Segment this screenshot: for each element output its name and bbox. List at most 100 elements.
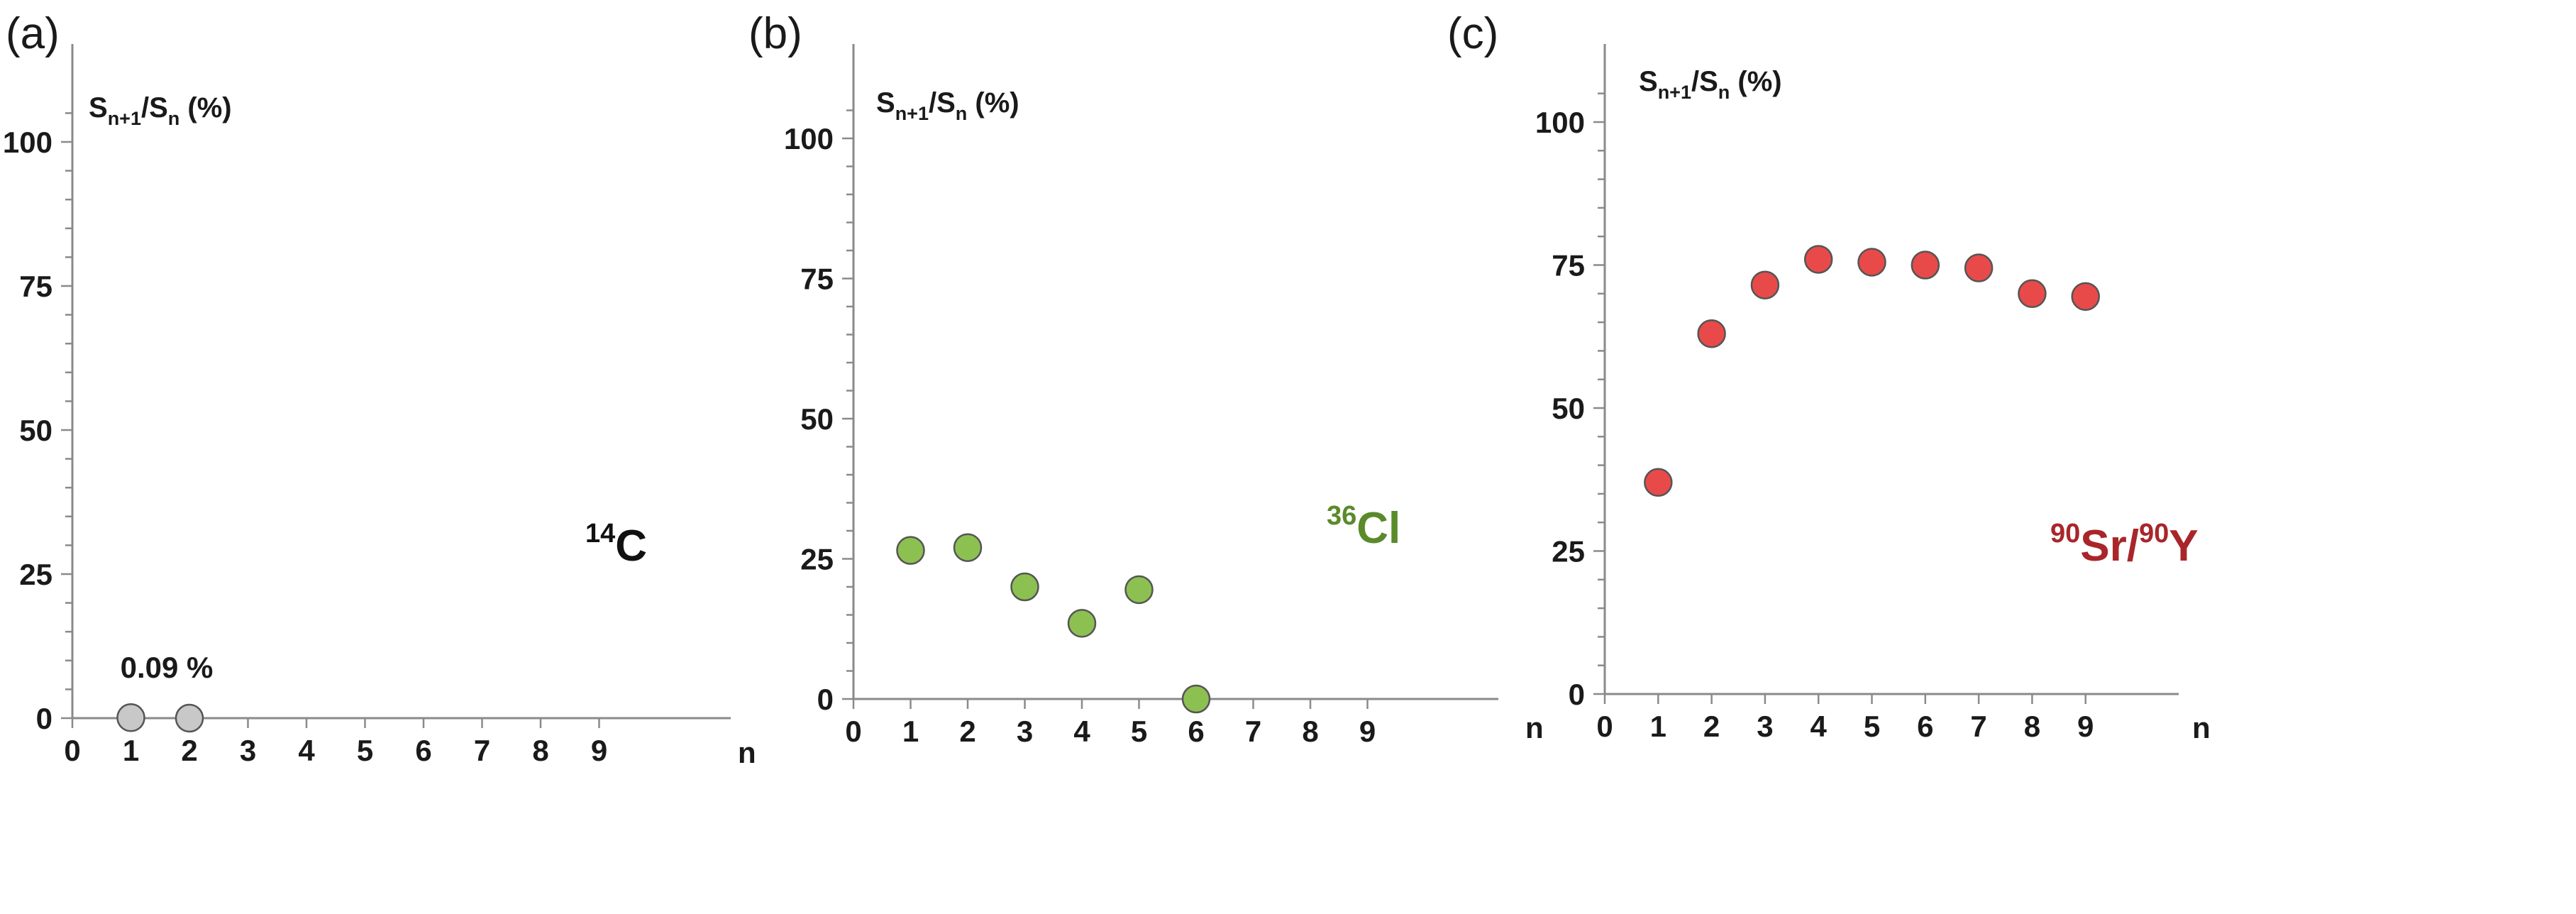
- isotope-label: 90Sr/90Y: [2050, 519, 2199, 571]
- data-point: [1857, 248, 1886, 277]
- data-point: [1181, 684, 1211, 714]
- x-tick-label: 2: [1703, 710, 1720, 743]
- x-tick-label: 4: [298, 734, 315, 767]
- x-tick-label: 7: [1245, 715, 1261, 748]
- x-tick-label: 0: [1596, 710, 1613, 743]
- x-tick-label: 7: [474, 734, 490, 767]
- y-label-tail: (%): [1730, 66, 1781, 97]
- x-tick-label: 5: [357, 734, 373, 767]
- y-tick-label: 50: [800, 402, 834, 436]
- y-label-tail: (%): [179, 92, 231, 123]
- annotation-label: 0.09 %: [121, 651, 214, 684]
- data-point: [896, 536, 925, 565]
- data-point: [1697, 319, 1726, 348]
- y-label-sub1: n+1: [108, 108, 141, 129]
- x-tick-label: 1: [123, 734, 139, 767]
- isotope-symbol: Sr/: [2080, 522, 2139, 571]
- y-label-sub2: n: [168, 108, 180, 129]
- y-tick-label: 0: [36, 702, 52, 735]
- y-label-mid: /S: [1691, 66, 1718, 97]
- x-tick-label: 0: [845, 715, 861, 748]
- y-tick-label: 50: [19, 414, 52, 447]
- y-tick-label: 75: [19, 270, 52, 303]
- x-tick-label: 3: [240, 734, 256, 767]
- data-point: [1750, 270, 1780, 299]
- y-axis-label: Sn+1/Sn (%): [1639, 66, 1782, 103]
- y-label-sub1: n+1: [1658, 82, 1691, 103]
- y-tick-label: 50: [1552, 392, 1585, 425]
- y-tick-label: 0: [817, 683, 834, 716]
- x-tick-label: 6: [1188, 715, 1204, 748]
- y-label-sub2: n: [1718, 82, 1730, 103]
- data-point: [1911, 250, 1940, 280]
- y-axis-label: Sn+1/Sn (%): [89, 92, 232, 129]
- x-axis-label: n: [1525, 711, 1544, 744]
- x-tick-label: 3: [1017, 715, 1033, 748]
- y-label-mid: /S: [929, 87, 956, 119]
- data-point: [1964, 253, 1994, 282]
- x-tick-label: 1: [902, 715, 919, 748]
- x-tick-label: 6: [1917, 710, 1933, 743]
- isotope-symbol: C: [615, 522, 647, 571]
- x-tick-label: 9: [1359, 715, 1376, 748]
- x-tick-label: 9: [2077, 710, 2094, 743]
- y-label-base: S: [1639, 66, 1658, 97]
- x-tick-label: 1: [1650, 710, 1666, 743]
- panel-letter: (b): [748, 9, 802, 58]
- x-tick-label: 5: [1131, 715, 1147, 748]
- y-label-sub2: n: [956, 103, 968, 124]
- panel-letter: (c): [1447, 9, 1498, 58]
- x-tick-label: 7: [1970, 710, 1986, 743]
- panel-letter: (a): [6, 9, 60, 58]
- y-tick-label: 75: [800, 263, 834, 296]
- isotope-superscript: 90: [2050, 519, 2080, 549]
- x-tick-label: 4: [1073, 715, 1090, 748]
- x-tick-label: 2: [181, 734, 197, 767]
- data-point: [953, 533, 983, 562]
- data-point: [2018, 279, 2047, 309]
- isotope-superscript-2: 90: [2139, 519, 2169, 549]
- y-tick-label: 100: [3, 126, 52, 159]
- x-tick-label: 8: [532, 734, 548, 767]
- data-point: [1067, 609, 1097, 638]
- x-tick-label: 6: [415, 734, 431, 767]
- x-tick-label: 8: [2024, 710, 2040, 743]
- y-label-base: S: [876, 87, 895, 119]
- isotope-superscript: 36: [1327, 501, 1356, 531]
- x-tick-label: 2: [959, 715, 975, 748]
- y-tick-label: 25: [800, 543, 834, 576]
- y-tick-label: 100: [1535, 106, 1585, 139]
- data-point: [116, 703, 145, 732]
- y-axis-label: Sn+1/Sn (%): [876, 87, 1019, 124]
- x-tick-label: 8: [1302, 715, 1318, 748]
- y-tick-label: 25: [19, 558, 52, 591]
- x-axis-label: n: [738, 736, 756, 769]
- isotope-symbol: Cl: [1356, 504, 1400, 553]
- x-tick-label: 0: [64, 734, 80, 767]
- data-point: [175, 703, 204, 733]
- y-label-base: S: [89, 92, 108, 123]
- y-tick-label: 100: [784, 122, 834, 155]
- data-point: [1644, 468, 1673, 497]
- data-point: [1124, 575, 1154, 605]
- y-label-mid: /S: [141, 92, 168, 123]
- x-tick-label: 4: [1811, 710, 1828, 743]
- data-point: [2071, 282, 2100, 312]
- data-point: [1803, 245, 1833, 274]
- y-tick-label: 75: [1552, 249, 1585, 282]
- x-tick-label: 3: [1757, 710, 1773, 743]
- y-label-tail: (%): [967, 87, 1019, 119]
- isotope-label: 36Cl: [1327, 501, 1400, 553]
- y-label-sub1: n+1: [895, 103, 929, 124]
- isotope-symbol-2: Y: [2169, 522, 2198, 571]
- y-tick-label: 0: [1569, 678, 1585, 711]
- x-tick-label: 5: [1864, 710, 1880, 743]
- isotope-label: 14C: [585, 519, 647, 571]
- isotope-superscript: 14: [585, 519, 615, 549]
- x-tick-label: 9: [591, 734, 607, 767]
- data-point: [1010, 572, 1039, 602]
